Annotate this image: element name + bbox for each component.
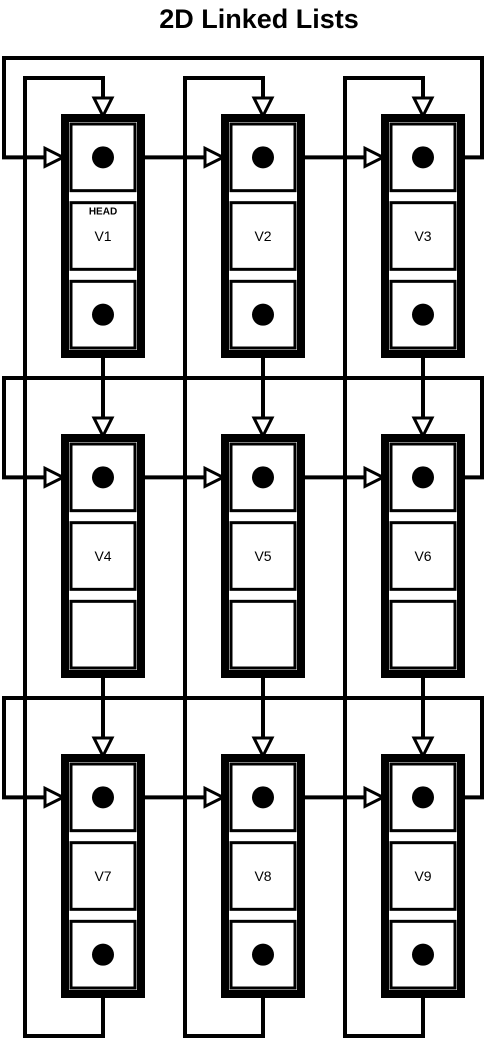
arrowhead-right — [203, 145, 227, 169]
next-pointer-dot — [92, 786, 114, 809]
column-wrap-link — [183, 76, 265, 1038]
node-v7: V7 — [61, 754, 145, 998]
down-pointer-dot — [252, 303, 274, 326]
node-cell — [69, 201, 137, 271]
arrowhead-down — [411, 736, 435, 760]
arrowhead-down — [251, 96, 275, 120]
arrowheads — [43, 96, 435, 809]
next-pointer-dot — [92, 146, 114, 169]
row-wrap-link — [2, 696, 484, 800]
arrowhead-down — [411, 416, 435, 440]
arrowhead-right — [203, 465, 227, 489]
arrowhead-down — [251, 736, 275, 760]
down-pointer-dot — [412, 943, 434, 966]
column-wrap-link — [23, 76, 105, 1038]
node-v1: V1 HEAD — [61, 114, 145, 358]
down-pointer-dot — [412, 303, 434, 326]
next-pointer-dot — [252, 146, 274, 169]
down-pointer-dot — [92, 303, 114, 326]
next-pointer-dot — [252, 466, 274, 489]
arrowhead-down — [251, 416, 275, 440]
node-label: V5 — [254, 548, 271, 564]
node-label: V2 — [254, 228, 271, 244]
down-pointer-dot — [252, 943, 274, 966]
node-cell — [389, 521, 457, 591]
arrowhead-right — [43, 465, 67, 489]
pointer-links — [2, 56, 484, 1038]
arrowhead-down — [411, 96, 435, 120]
next-pointer-dot — [412, 786, 434, 809]
diagram-title: 2D Linked Lists — [159, 4, 359, 34]
node-label: V1 — [94, 228, 111, 244]
node-cell — [229, 521, 297, 591]
arrowhead-right — [43, 145, 67, 169]
row-wrap-link — [2, 56, 484, 160]
arrowhead-right — [363, 465, 387, 489]
node-v9: V9 — [381, 754, 465, 998]
node-cell — [69, 442, 137, 513]
node-v4: V4 — [61, 434, 145, 678]
node-cell — [389, 201, 457, 271]
node-v2: V2 — [221, 114, 305, 358]
node-label: V3 — [414, 228, 431, 244]
node-cell — [229, 201, 297, 271]
next-pointer-dot — [412, 146, 434, 169]
arrowhead-down — [91, 736, 115, 760]
node-cell — [389, 122, 457, 193]
arrowhead-down — [91, 416, 115, 440]
node-cell — [69, 599, 137, 670]
arrowhead-right — [363, 785, 387, 809]
node-cell — [69, 521, 137, 591]
node-v5: V5 — [221, 434, 305, 678]
column-wrap-link — [343, 76, 425, 1038]
node-cell — [389, 442, 457, 513]
node-grid: V1 HEAD V2 V3 V4 V5 V6 V7 V8 V9 — [61, 114, 465, 998]
node-cell — [69, 841, 137, 911]
node-cell — [229, 841, 297, 911]
row-wrap-link — [2, 376, 484, 480]
arrowhead-down — [91, 96, 115, 120]
arrowhead-right — [43, 785, 67, 809]
head-label: HEAD — [89, 207, 117, 218]
node-cell — [389, 599, 457, 670]
node-label: V6 — [414, 548, 431, 564]
arrowhead-right — [203, 785, 227, 809]
down-pointer-dot — [92, 943, 114, 966]
next-pointer-dot — [252, 786, 274, 809]
node-label: V8 — [254, 868, 271, 884]
node-cell — [229, 599, 297, 670]
arrowhead-right — [363, 145, 387, 169]
node-v8: V8 — [221, 754, 305, 998]
next-pointer-dot — [412, 466, 434, 489]
node-v6: V6 — [381, 434, 465, 678]
node-label: V7 — [94, 868, 111, 884]
node-v3: V3 — [381, 114, 465, 358]
next-pointer-dot — [92, 466, 114, 489]
node-label: V4 — [94, 548, 111, 564]
node-label: V9 — [414, 868, 431, 884]
node-cell — [389, 841, 457, 911]
